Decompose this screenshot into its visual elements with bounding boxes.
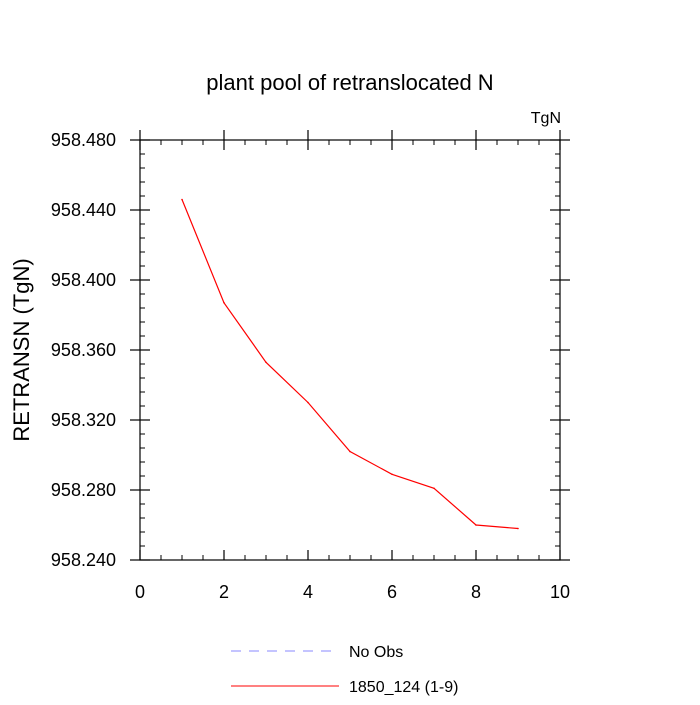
y-tick-label: 958.440 [51,200,116,220]
plot-frame [139,139,561,561]
chart-title: plant pool of retranslocated N [206,70,493,95]
data-point [181,198,183,201]
x-tick-label: 10 [550,582,570,602]
y-tick-label: 958.480 [51,130,116,150]
data-point [433,487,435,490]
y-tick-label: 958.280 [51,480,116,500]
legend-label: No Obs [349,644,403,661]
x-tick-label: 8 [471,582,481,602]
data-point [349,450,351,453]
series-line [181,199,519,530]
y-tick-label: 958.400 [51,270,116,290]
data-point [475,524,477,526]
x-tick-label: 2 [219,582,229,602]
units-label: TgN [531,110,561,127]
x-tick-label: 6 [387,582,397,602]
data-point [265,361,267,364]
ticks-layer: 0 2 4 6 8 10 958.240 958.280 958.320 958.360 958.4… [51,130,570,602]
data-point [307,401,309,404]
x-tick-label: 0 [135,582,145,602]
y-axis-label: RETRANSN (TgN) [9,258,34,441]
series-layer [181,198,519,530]
legend: No Obs 1850_124 (1-9) [231,644,458,696]
data-point [223,301,225,304]
x-tick-label: 4 [303,582,313,602]
data-point [391,473,393,476]
legend-label: 1850_124 (1-9) [349,679,458,696]
y-tick-label: 958.360 [51,340,116,360]
data-point [517,527,519,530]
y-tick-label: 958.240 [51,550,116,570]
y-tick-label: 958.320 [51,410,116,430]
